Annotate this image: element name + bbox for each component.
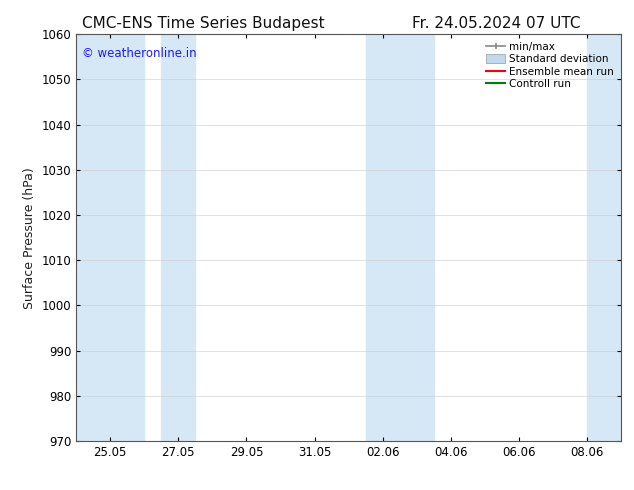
Bar [366, 34, 400, 441]
Text: Fr. 24.05.2024 07 UTC: Fr. 24.05.2024 07 UTC [412, 16, 581, 31]
Y-axis label: Surface Pressure (hPa): Surface Pressure (hPa) [23, 167, 36, 309]
Text: CMC-ENS Time Series Budapest: CMC-ENS Time Series Budapest [82, 16, 325, 31]
Text: © weatheronline.in: © weatheronline.in [82, 47, 196, 59]
Legend: min/max, Standard deviation, Ensemble mean run, Controll run: min/max, Standard deviation, Ensemble me… [484, 40, 616, 92]
Bar [400, 34, 434, 441]
Bar [76, 34, 144, 441]
Bar [587, 34, 621, 441]
Bar [161, 34, 195, 441]
